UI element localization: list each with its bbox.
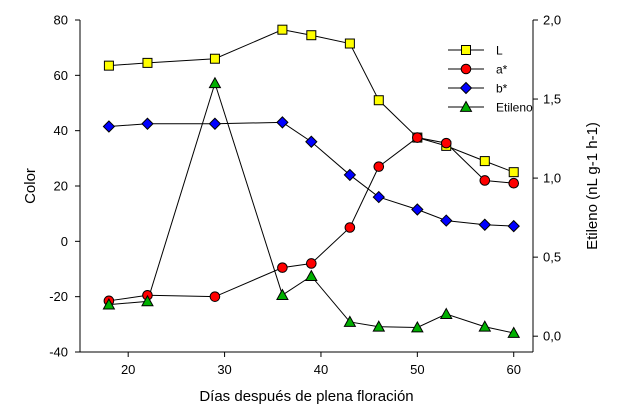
y-tick-label: 40	[54, 123, 68, 138]
y-tick-label: 0	[61, 234, 68, 249]
series-markers-group	[102, 24, 521, 338]
data-point-l	[344, 38, 355, 49]
series-line-l	[108, 29, 514, 173]
data-point-etileno	[507, 326, 521, 338]
data-point-l	[103, 60, 114, 71]
y2-tick-label: 1,0	[543, 171, 561, 186]
data-point-l	[373, 95, 384, 106]
data-point-l	[508, 167, 519, 178]
series-lines-group	[108, 29, 514, 334]
axes-group: 20 30 40 50 60 -40 -20 0 20 40 60 80 0,0 0,5 1,0 1,5 2,0	[49, 13, 561, 378]
data-point-bstar	[141, 117, 154, 130]
data-point-etileno	[141, 294, 154, 307]
y-tick-label: 60	[54, 68, 68, 83]
data-point-astar	[306, 258, 317, 269]
data-point-astar	[277, 262, 288, 273]
y2-axis-title: Etileno (nL g-1 h-1)	[584, 122, 601, 250]
data-point-etileno	[304, 269, 318, 282]
data-point-astar	[479, 175, 491, 186]
legend-marker-etileno	[459, 100, 473, 112]
y-tick-label: -40	[49, 345, 68, 360]
data-point-l	[142, 57, 153, 68]
data-point-etileno	[208, 76, 222, 89]
legend-marker-l	[461, 45, 471, 55]
data-point-astar	[508, 177, 520, 189]
data-point-etileno	[372, 320, 386, 332]
y-tick-label: 20	[54, 179, 68, 194]
data-point-bstar	[440, 214, 453, 227]
y2-tick-label: 0,0	[543, 329, 561, 344]
x-tick-label: 30	[217, 362, 231, 377]
x-axis-title: Días después de plena floración	[199, 388, 413, 405]
x-tick-label: 60	[506, 362, 520, 377]
x-tick-label: 20	[121, 362, 135, 377]
legend-label-astar: a*	[496, 63, 508, 77]
data-point-bstar	[343, 168, 357, 182]
data-point-l	[209, 53, 220, 64]
data-point-bstar	[102, 120, 116, 133]
y2-tick-label: 1,5	[543, 92, 561, 107]
data-point-bstar	[507, 219, 520, 233]
legend-label-bstar: b*	[496, 82, 508, 96]
data-point-etileno	[410, 320, 424, 333]
data-point-etileno	[276, 288, 289, 300]
data-point-bstar	[411, 203, 424, 216]
y-tick-label: 80	[54, 13, 68, 28]
data-point-bstar	[208, 117, 222, 130]
y2-tick-label: 0,5	[543, 250, 561, 265]
x-tick-label: 50	[410, 362, 424, 377]
legend-label-etileno: Etileno	[496, 101, 533, 115]
data-point-l	[277, 24, 288, 35]
data-point-l	[306, 30, 317, 41]
data-point-etileno	[102, 298, 116, 310]
data-point-astar	[440, 137, 452, 149]
data-point-bstar	[372, 190, 385, 204]
data-point-bstar	[276, 116, 289, 129]
data-point-astar	[373, 161, 385, 172]
legend: La* b* Etileno	[448, 44, 533, 115]
legend-marker-astar	[460, 63, 472, 75]
data-point-etileno	[343, 315, 357, 327]
data-point-etileno	[439, 307, 453, 319]
y-tick-label: -20	[49, 289, 68, 304]
data-point-etileno	[478, 320, 492, 332]
data-point-l	[479, 156, 490, 167]
y2-tick-label: 2,0	[543, 13, 561, 28]
data-point-astar	[412, 132, 423, 143]
legend-label-l: L	[496, 44, 503, 58]
data-point-astar	[344, 222, 356, 233]
y-axis-title: Color	[22, 168, 39, 204]
legend-marker-bstar	[459, 81, 473, 95]
data-point-bstar	[305, 135, 318, 148]
data-point-astar	[209, 291, 221, 302]
data-point-bstar	[478, 218, 492, 231]
x-tick-label: 40	[314, 362, 328, 377]
